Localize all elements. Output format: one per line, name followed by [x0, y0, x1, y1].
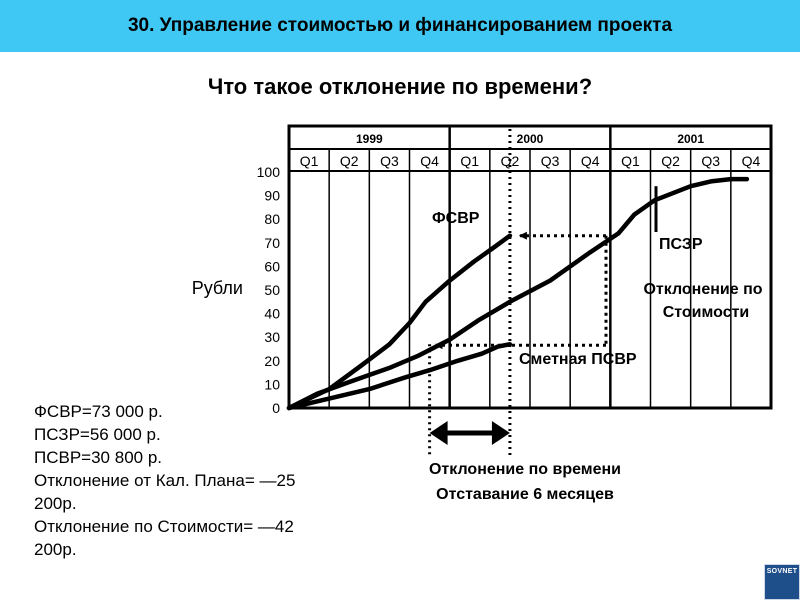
year-label: 2000 [517, 132, 544, 146]
y-tick-label: 70 [264, 235, 280, 251]
quarter-label: Q2 [661, 153, 680, 169]
label-cost-variance-line2: Стоимости [663, 304, 750, 321]
summary-block: ФСВР=73 000 р. ПСЗР=56 000 р. ПСВР=30 80… [34, 400, 295, 561]
label-cost-variance-line1: Отклонение по [643, 281, 762, 298]
label-pszr: ПСЗР [659, 236, 703, 253]
quarter-label: Q1 [460, 153, 479, 169]
label-planned-psvr: Сметная ПСВР [519, 351, 637, 368]
quarter-label: Q3 [380, 153, 399, 169]
summary-psvr: ПСВР=30 800 р. [34, 448, 162, 467]
series-actual-fsvr [286, 233, 513, 411]
arrow-head-left [429, 421, 448, 445]
arrow-head-right [491, 421, 510, 445]
quarter-label: Q3 [701, 153, 720, 169]
summary-schedule-variance-cont: 200р. [34, 494, 77, 513]
logo-text: SOVNET [766, 568, 798, 575]
slide-subtitle: Что такое отклонение по времени? [207, 74, 593, 99]
quarter-label: Q1 [300, 153, 319, 169]
y-tick-label: 0 [272, 400, 280, 416]
sovnet-logo: SOVNET [764, 564, 800, 600]
summary-cost-variance: Отклонение по Стоимости= ―42 [34, 517, 294, 536]
y-tick-label: 80 [264, 211, 280, 227]
summary-fsvr: ФСВР=73 000 р. [34, 402, 163, 421]
quarter-label: Q2 [340, 153, 359, 169]
series-earned-pszr [286, 342, 513, 411]
y-tick-label: 20 [264, 353, 280, 369]
summary-schedule-variance: Отклонение от Кал. Плана= ―25 [34, 471, 296, 490]
quarter-label: Q4 [420, 153, 439, 169]
quarter-label: Q4 [742, 153, 761, 169]
y-tick-label: 40 [264, 306, 280, 322]
slide-header: 30. Управление стоимостью и финансирован… [0, 0, 800, 52]
y-axis-label: Рубли [192, 278, 243, 298]
quarter-label: Q4 [581, 153, 600, 169]
y-tick-label: 60 [264, 258, 280, 274]
y-tick-label: 10 [264, 376, 280, 392]
quarter-label: Q1 [621, 153, 640, 169]
label-fsvr: ФСВР [432, 210, 480, 227]
year-label: 1999 [356, 132, 383, 146]
summary-pszr: ПСЗР=56 000 р. [34, 425, 161, 444]
series-planned-psvr [286, 176, 750, 411]
y-tick-label: 90 [264, 188, 280, 204]
y-tick-label: 100 [257, 164, 281, 180]
label-schedule-delay: Отставание 6 месяцев [436, 486, 614, 503]
y-tick-label: 30 [264, 329, 280, 345]
year-label: 2001 [677, 132, 704, 146]
y-tick-label: 50 [264, 282, 280, 298]
label-schedule-variance: Отклонение по времени [429, 461, 621, 478]
quarter-label: Q3 [541, 153, 560, 169]
slide-title: 30. Управление стоимостью и финансирован… [127, 15, 673, 36]
summary-cost-variance-cont: 200р. [34, 540, 77, 559]
